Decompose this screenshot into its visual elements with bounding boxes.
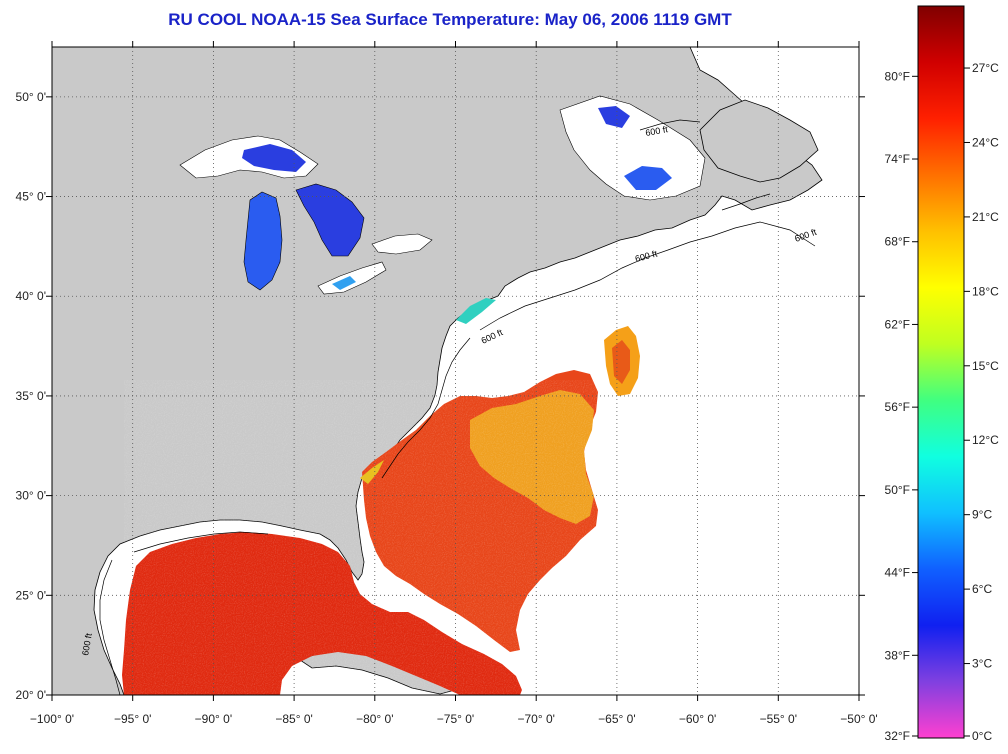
- colorbar-f-label: 50°F: [885, 483, 910, 497]
- lon-tick-label: −75° 0': [437, 712, 474, 726]
- colorbar-f-label: 62°F: [885, 317, 910, 331]
- lat-tick-label: 25° 0': [16, 588, 46, 602]
- lat-tick-label: 20° 0': [16, 688, 46, 702]
- colorbar-f-label: 68°F: [885, 235, 910, 249]
- lat-tick-label: 40° 0': [16, 289, 46, 303]
- gulf-st-lawrence-sst: [624, 166, 672, 190]
- colorbar-f-label: 80°F: [885, 69, 910, 83]
- lake-michigan: [243, 191, 283, 291]
- lat-tick-label: 35° 0': [16, 389, 46, 403]
- isobath-label: 600 ft: [80, 632, 94, 656]
- axis-ticks: [46, 41, 865, 701]
- colorbar-c-label: 6°C: [972, 582, 992, 596]
- lon-tick-label: −95° 0': [114, 712, 151, 726]
- colorbar-ramp: [917, 5, 965, 739]
- lon-tick-label: −60° 0': [679, 712, 716, 726]
- colorbar-c-label: 9°C: [972, 508, 992, 522]
- colorbar-c-label: 27°C: [972, 61, 999, 75]
- lon-tick-label: −85° 0': [275, 712, 312, 726]
- colorbar-f-label: 38°F: [885, 648, 910, 662]
- colorbar-fahrenheit-labels: 32°F 38°F 44°F 50°F 56°F 62°F 68°F 74°F 80°F: [885, 69, 918, 743]
- shelf-sst-carolina: [360, 460, 384, 484]
- gulf-st-lawrence: [559, 95, 706, 201]
- lake-ontario: [371, 233, 433, 255]
- colorbar-celsius-labels: 0°C 3°C 6°C 9°C 12°C 15°C 18°C 21°C 24°C 27°C: [964, 61, 999, 743]
- shelf-sst-northeast: [456, 298, 496, 324]
- grid-lines: [52, 47, 859, 695]
- colorbar-c-label: 21°C: [972, 210, 999, 224]
- lat-tick-label: 30° 0': [16, 489, 46, 503]
- lon-tick-label: −50° 0': [840, 712, 877, 726]
- lon-tick-label: −70° 0': [517, 712, 554, 726]
- st-lawrence-estuary-sst: [598, 106, 630, 128]
- lat-tick-label: 50° 0': [16, 90, 46, 104]
- colorbar-f-label: 56°F: [885, 400, 910, 414]
- isobath-contours: [99, 119, 816, 695]
- lon-tick-label: −90° 0': [195, 712, 232, 726]
- colorbar-f-label: 74°F: [885, 152, 910, 166]
- sst-speckle-overlay: [124, 380, 604, 695]
- colorbar-c-label: 18°C: [972, 284, 999, 298]
- lake-huron: [295, 183, 365, 257]
- longitude-labels: −100° 0' −95° 0' −90° 0' −85° 0' −80° 0' −75°…: [30, 712, 878, 726]
- colorbar-c-label: 3°C: [972, 657, 992, 671]
- island-newfoundland: [699, 99, 819, 183]
- lake-superior-sst: [242, 144, 306, 172]
- colorbar-c-label: 15°C: [972, 359, 999, 373]
- isobath-label: 600 ft: [645, 124, 669, 138]
- map-title: RU COOL NOAA-15 Sea Surface Temperature:…: [168, 10, 732, 29]
- lon-tick-label: −100° 0': [30, 712, 74, 726]
- lon-tick-label: −55° 0': [760, 712, 797, 726]
- colorbar-f-label: 44°F: [885, 566, 910, 580]
- latitude-labels: 20° 0' 25° 0' 30° 0' 35° 0' 40° 0' 45° 0' 50° …: [16, 90, 46, 702]
- lon-tick-label: −80° 0': [356, 712, 393, 726]
- lon-tick-label: −65° 0': [598, 712, 635, 726]
- colorbar-c-label: 0°C: [972, 729, 992, 743]
- colorbar-c-label: 24°C: [972, 135, 999, 149]
- lake-erie-sst: [332, 276, 356, 290]
- colorbar-f-label: 32°F: [885, 729, 910, 743]
- lat-tick-label: 45° 0': [16, 190, 46, 204]
- colorbar-c-label: 12°C: [972, 433, 999, 447]
